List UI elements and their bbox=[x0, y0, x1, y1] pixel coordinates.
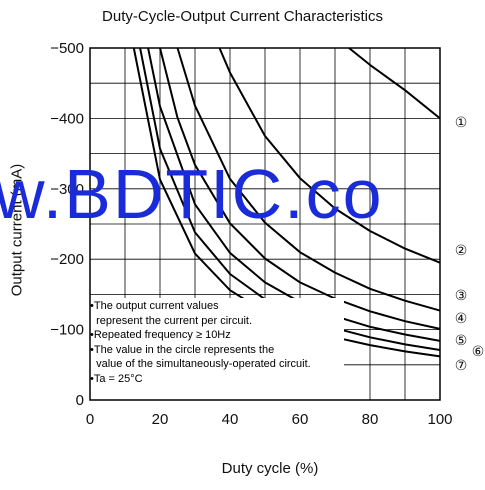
notes-box bbox=[90, 298, 344, 400]
note-line: •Repeated frequency ≥ 10Hz bbox=[90, 329, 231, 341]
series-label-2: ② bbox=[455, 243, 468, 259]
series-label-3: ③ bbox=[455, 288, 468, 304]
note-line: value of the simultaneously-operated cir… bbox=[90, 358, 311, 370]
chart-title: Duty-Cycle-Output Current Characteristic… bbox=[102, 8, 383, 25]
series-curve-2 bbox=[218, 47, 441, 264]
y-tick-label: −200 bbox=[50, 251, 84, 268]
x-tick-label: 100 bbox=[427, 411, 452, 428]
y-tick-label: 0 bbox=[76, 392, 84, 409]
note-line: represent the current per circuit. bbox=[90, 314, 253, 327]
series-curve-5 bbox=[147, 47, 441, 342]
watermark-text: w.BDTIC.co bbox=[0, 155, 384, 233]
x-tick-label: 40 bbox=[222, 411, 239, 428]
series-label-6: ⑥ bbox=[472, 344, 485, 360]
series-labels: ① ② ③ ④ ⑤⑥⑦ bbox=[455, 115, 485, 374]
y-tick-labels: 0 −100 −200 −300 −400 −500 bbox=[50, 40, 84, 409]
series-curve-4 bbox=[159, 47, 441, 330]
series-label-5: ⑤ bbox=[455, 333, 468, 349]
series-label-1: ① bbox=[455, 115, 468, 131]
x-tick-label: 60 bbox=[292, 411, 309, 428]
y-tick-label: −100 bbox=[50, 322, 84, 339]
x-tick-labels: 0 20 40 60 80 100 bbox=[86, 411, 453, 428]
y-tick-label: −500 bbox=[50, 40, 84, 57]
x-tick-label: 0 bbox=[86, 411, 94, 428]
series-curve-3 bbox=[176, 47, 441, 312]
y-tick-label: −400 bbox=[50, 110, 84, 127]
note-line: •Ta = 25°C bbox=[90, 372, 143, 385]
plot-frame bbox=[89, 47, 441, 401]
note-line: •The value in the circle represents the bbox=[90, 343, 275, 356]
x-axis-label: Duty cycle (%) bbox=[221, 460, 319, 477]
notes-text: •The output current values represent the… bbox=[90, 299, 350, 386]
series-curve-1 bbox=[348, 47, 441, 120]
note-line: •The output current values bbox=[90, 300, 219, 312]
x-tick-label: 80 bbox=[362, 411, 379, 428]
series-label-7: ⑦ bbox=[455, 358, 468, 374]
series-label-4: ④ bbox=[455, 311, 468, 327]
x-tick-label: 20 bbox=[152, 411, 169, 428]
y-tick-label: −300 bbox=[50, 181, 84, 198]
